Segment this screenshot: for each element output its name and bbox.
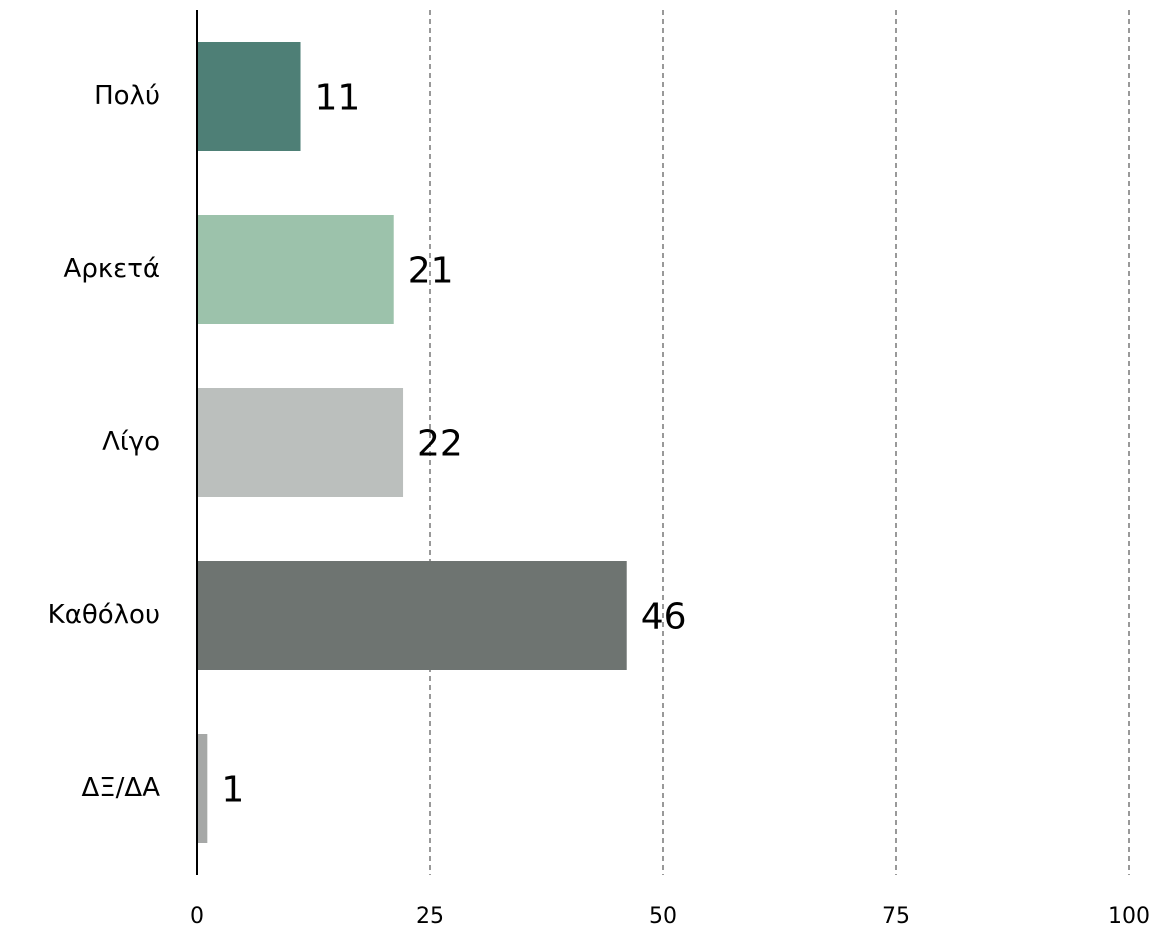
value-label: 11 (315, 78, 361, 119)
y-tick-label: ΔΞ/ΔΑ (81, 773, 160, 803)
value-label: 21 (408, 251, 454, 292)
x-tick-label: 0 (190, 904, 204, 929)
y-tick-label: Πολύ (94, 81, 160, 111)
value-label: 22 (417, 424, 463, 465)
y-tick-label: Λίγο (102, 427, 160, 457)
value-label: 1 (221, 770, 244, 811)
bar (198, 215, 394, 324)
x-tick-label: 100 (1108, 904, 1150, 929)
bar (198, 42, 301, 151)
y-tick-label: Αρκετά (64, 254, 160, 284)
bar (198, 734, 208, 843)
bar (198, 561, 627, 670)
x-tick-label: 50 (649, 904, 677, 929)
y-tick-label: Καθόλου (48, 600, 160, 630)
value-label: 46 (641, 597, 687, 638)
x-tick-label: 25 (416, 904, 444, 929)
bar (198, 388, 404, 497)
x-tick-label: 75 (882, 904, 910, 929)
